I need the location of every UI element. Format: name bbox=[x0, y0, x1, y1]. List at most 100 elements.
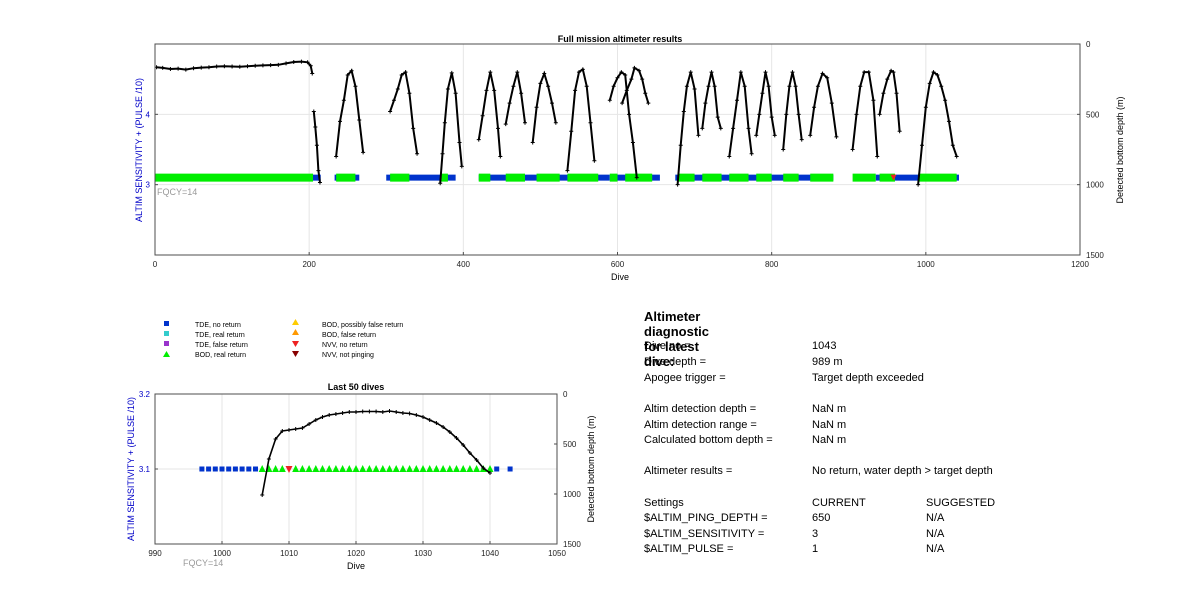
bod-real-return-mark bbox=[312, 465, 320, 472]
bod-real-return-mark bbox=[399, 465, 407, 472]
tde-no-return-mark bbox=[226, 466, 232, 472]
depth-point bbox=[183, 67, 188, 72]
top-left-axis-label: ALTIM SENSITIVITY + (PULSE /10) bbox=[134, 78, 144, 222]
bottom-chart-title: Last 50 dives bbox=[328, 382, 385, 392]
bod-real-return-marks bbox=[677, 173, 695, 182]
depth-point bbox=[276, 62, 281, 67]
bod-real-return-mark bbox=[258, 465, 266, 472]
depth-point bbox=[703, 101, 708, 106]
depth-point bbox=[357, 117, 362, 122]
x-tick-label: 0 bbox=[153, 260, 158, 269]
bottom-marks bbox=[199, 465, 513, 473]
depth-point bbox=[931, 70, 936, 75]
depth-point bbox=[349, 68, 354, 73]
bod-real-return-mark bbox=[486, 465, 494, 472]
depth-point bbox=[421, 415, 425, 419]
bod-real-return-mark bbox=[379, 465, 387, 472]
legend-entry-nvv-no-return: NVV, no return bbox=[292, 341, 368, 349]
depth-point bbox=[787, 84, 792, 89]
depth-point bbox=[939, 84, 944, 89]
depth-point bbox=[850, 147, 855, 152]
depth-point bbox=[445, 87, 450, 92]
depth-point bbox=[875, 154, 880, 159]
depth-point bbox=[943, 98, 948, 103]
depth-point bbox=[411, 126, 416, 131]
depth-point bbox=[580, 67, 585, 72]
depth-point bbox=[438, 181, 443, 186]
depth-point bbox=[894, 91, 899, 96]
depth-point bbox=[457, 140, 462, 145]
bod-real-return-mark bbox=[473, 465, 481, 472]
depth-point bbox=[790, 70, 795, 75]
current-header: CURRENT bbox=[812, 497, 866, 509]
bod-real-return-marks bbox=[918, 173, 957, 182]
bod-real-return-marks bbox=[505, 173, 525, 182]
depth-point bbox=[757, 112, 762, 117]
depth-point bbox=[927, 81, 932, 86]
right-y-tick-label: 0 bbox=[563, 390, 568, 399]
depth-point bbox=[316, 168, 321, 173]
legend-label-nvv-not-pinging: NVV, not pinging bbox=[322, 352, 374, 359]
depth-point bbox=[624, 88, 629, 93]
depth-point bbox=[588, 120, 593, 125]
depth-point bbox=[199, 65, 204, 70]
altim-detection-depth-value: NaN m bbox=[812, 403, 847, 415]
bod-real-return-mark bbox=[352, 465, 360, 472]
sensitivity-label: $ALTIM_SENSITIVITY = bbox=[644, 528, 765, 540]
depth-point bbox=[854, 112, 859, 117]
left-y-tick-label: 3 bbox=[146, 181, 151, 190]
bottom-ticks: 990 1000 1010 1020 1030 1040 1050 3.1 3.2 0 500 100… bbox=[139, 390, 581, 558]
depth-point bbox=[338, 119, 342, 124]
x-tick-label: 200 bbox=[302, 260, 316, 269]
bod-real-return-marks bbox=[879, 173, 895, 182]
altimeter-results-value: No return, water depth > target depth bbox=[812, 465, 993, 477]
depth-point bbox=[484, 88, 489, 93]
depth-point bbox=[447, 430, 452, 434]
depth-point bbox=[442, 120, 447, 125]
depth-point bbox=[387, 409, 392, 413]
depth-point bbox=[307, 422, 312, 426]
depth-point bbox=[706, 84, 711, 89]
depth-point bbox=[715, 115, 720, 120]
tde-no-return-mark bbox=[212, 466, 218, 472]
tde-no-return-mark bbox=[219, 466, 225, 472]
left-y-tick-label: 4 bbox=[146, 110, 151, 119]
depth-point bbox=[191, 66, 196, 71]
depth-point bbox=[619, 70, 624, 75]
depth-point bbox=[646, 101, 651, 106]
depth-point bbox=[317, 180, 322, 185]
bod-real-return-mark bbox=[345, 465, 353, 472]
x-tick-label: 1200 bbox=[1071, 260, 1089, 269]
depth-point bbox=[293, 427, 298, 431]
right-y-tick-label: 1000 bbox=[563, 490, 581, 499]
depth-point bbox=[237, 64, 242, 69]
depth-point bbox=[727, 154, 732, 159]
altimeter-results-label: Altimeter results = bbox=[644, 465, 733, 477]
depth-point bbox=[305, 60, 310, 65]
bod-real-return-mark bbox=[278, 465, 286, 472]
apogee-trigger-label: Apogee trigger = bbox=[644, 372, 726, 384]
depth-point bbox=[314, 143, 319, 148]
depth-point bbox=[496, 126, 501, 131]
bod-real-return-mark bbox=[439, 465, 447, 472]
bod-real-return-mark bbox=[292, 465, 300, 472]
dive-no-label: Dive no = bbox=[644, 340, 691, 352]
tde-no-return-marks bbox=[875, 174, 959, 181]
depth-point bbox=[488, 70, 493, 75]
depth-point bbox=[766, 84, 771, 89]
depth-point bbox=[176, 66, 181, 71]
depth-point bbox=[534, 105, 539, 110]
depth-point bbox=[449, 70, 454, 75]
depth-point bbox=[360, 409, 365, 414]
depth-point bbox=[260, 63, 265, 68]
depth-point bbox=[474, 458, 479, 462]
ping-depth-label: $ALTIM_PING_DEPTH = bbox=[644, 512, 768, 524]
depth-point bbox=[403, 70, 408, 75]
bottom-left-axis-label: ALTIM SENSITIVITY + (PULSE /10) bbox=[126, 397, 136, 541]
diagnostic-title: Altimeter diagnostic for latest dive: bbox=[644, 309, 710, 369]
bod-real-return-mark bbox=[446, 465, 454, 472]
depth-point bbox=[675, 182, 680, 187]
bod-real-return-mark bbox=[319, 465, 326, 472]
depth-point bbox=[640, 77, 645, 82]
depth-point bbox=[546, 84, 551, 89]
